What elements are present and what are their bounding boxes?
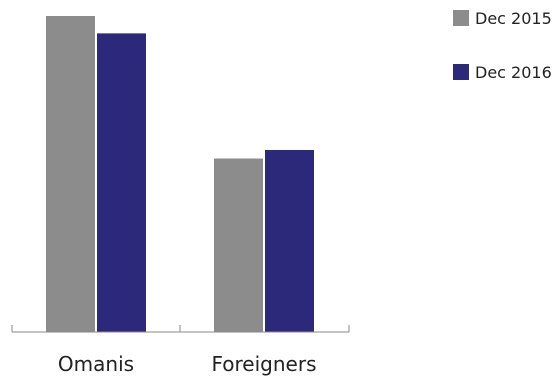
legend-label: Dec 2015 xyxy=(475,9,552,28)
category-label-foreigners: Foreigners xyxy=(212,352,317,376)
category-labels: Omanis Foreigners xyxy=(58,352,317,376)
legend-item-dec-2016: Dec 2016 xyxy=(453,63,552,82)
legend-swatch xyxy=(453,10,469,26)
legend-item-dec-2015: Dec 2015 xyxy=(453,9,552,28)
legend-label: Dec 2016 xyxy=(475,63,552,82)
category-label-omanis: Omanis xyxy=(58,352,134,376)
legend: Dec 2015 Dec 2016 xyxy=(453,9,552,82)
bar-foreigners-dec-2015 xyxy=(214,158,263,332)
bar-omanis-dec-2015 xyxy=(46,16,95,332)
legend-swatch xyxy=(453,64,469,80)
bar-foreigners-dec-2016 xyxy=(265,149,314,332)
bar-omanis-dec-2016 xyxy=(97,33,146,332)
bars-layer xyxy=(46,16,314,332)
x-axis xyxy=(11,325,350,333)
